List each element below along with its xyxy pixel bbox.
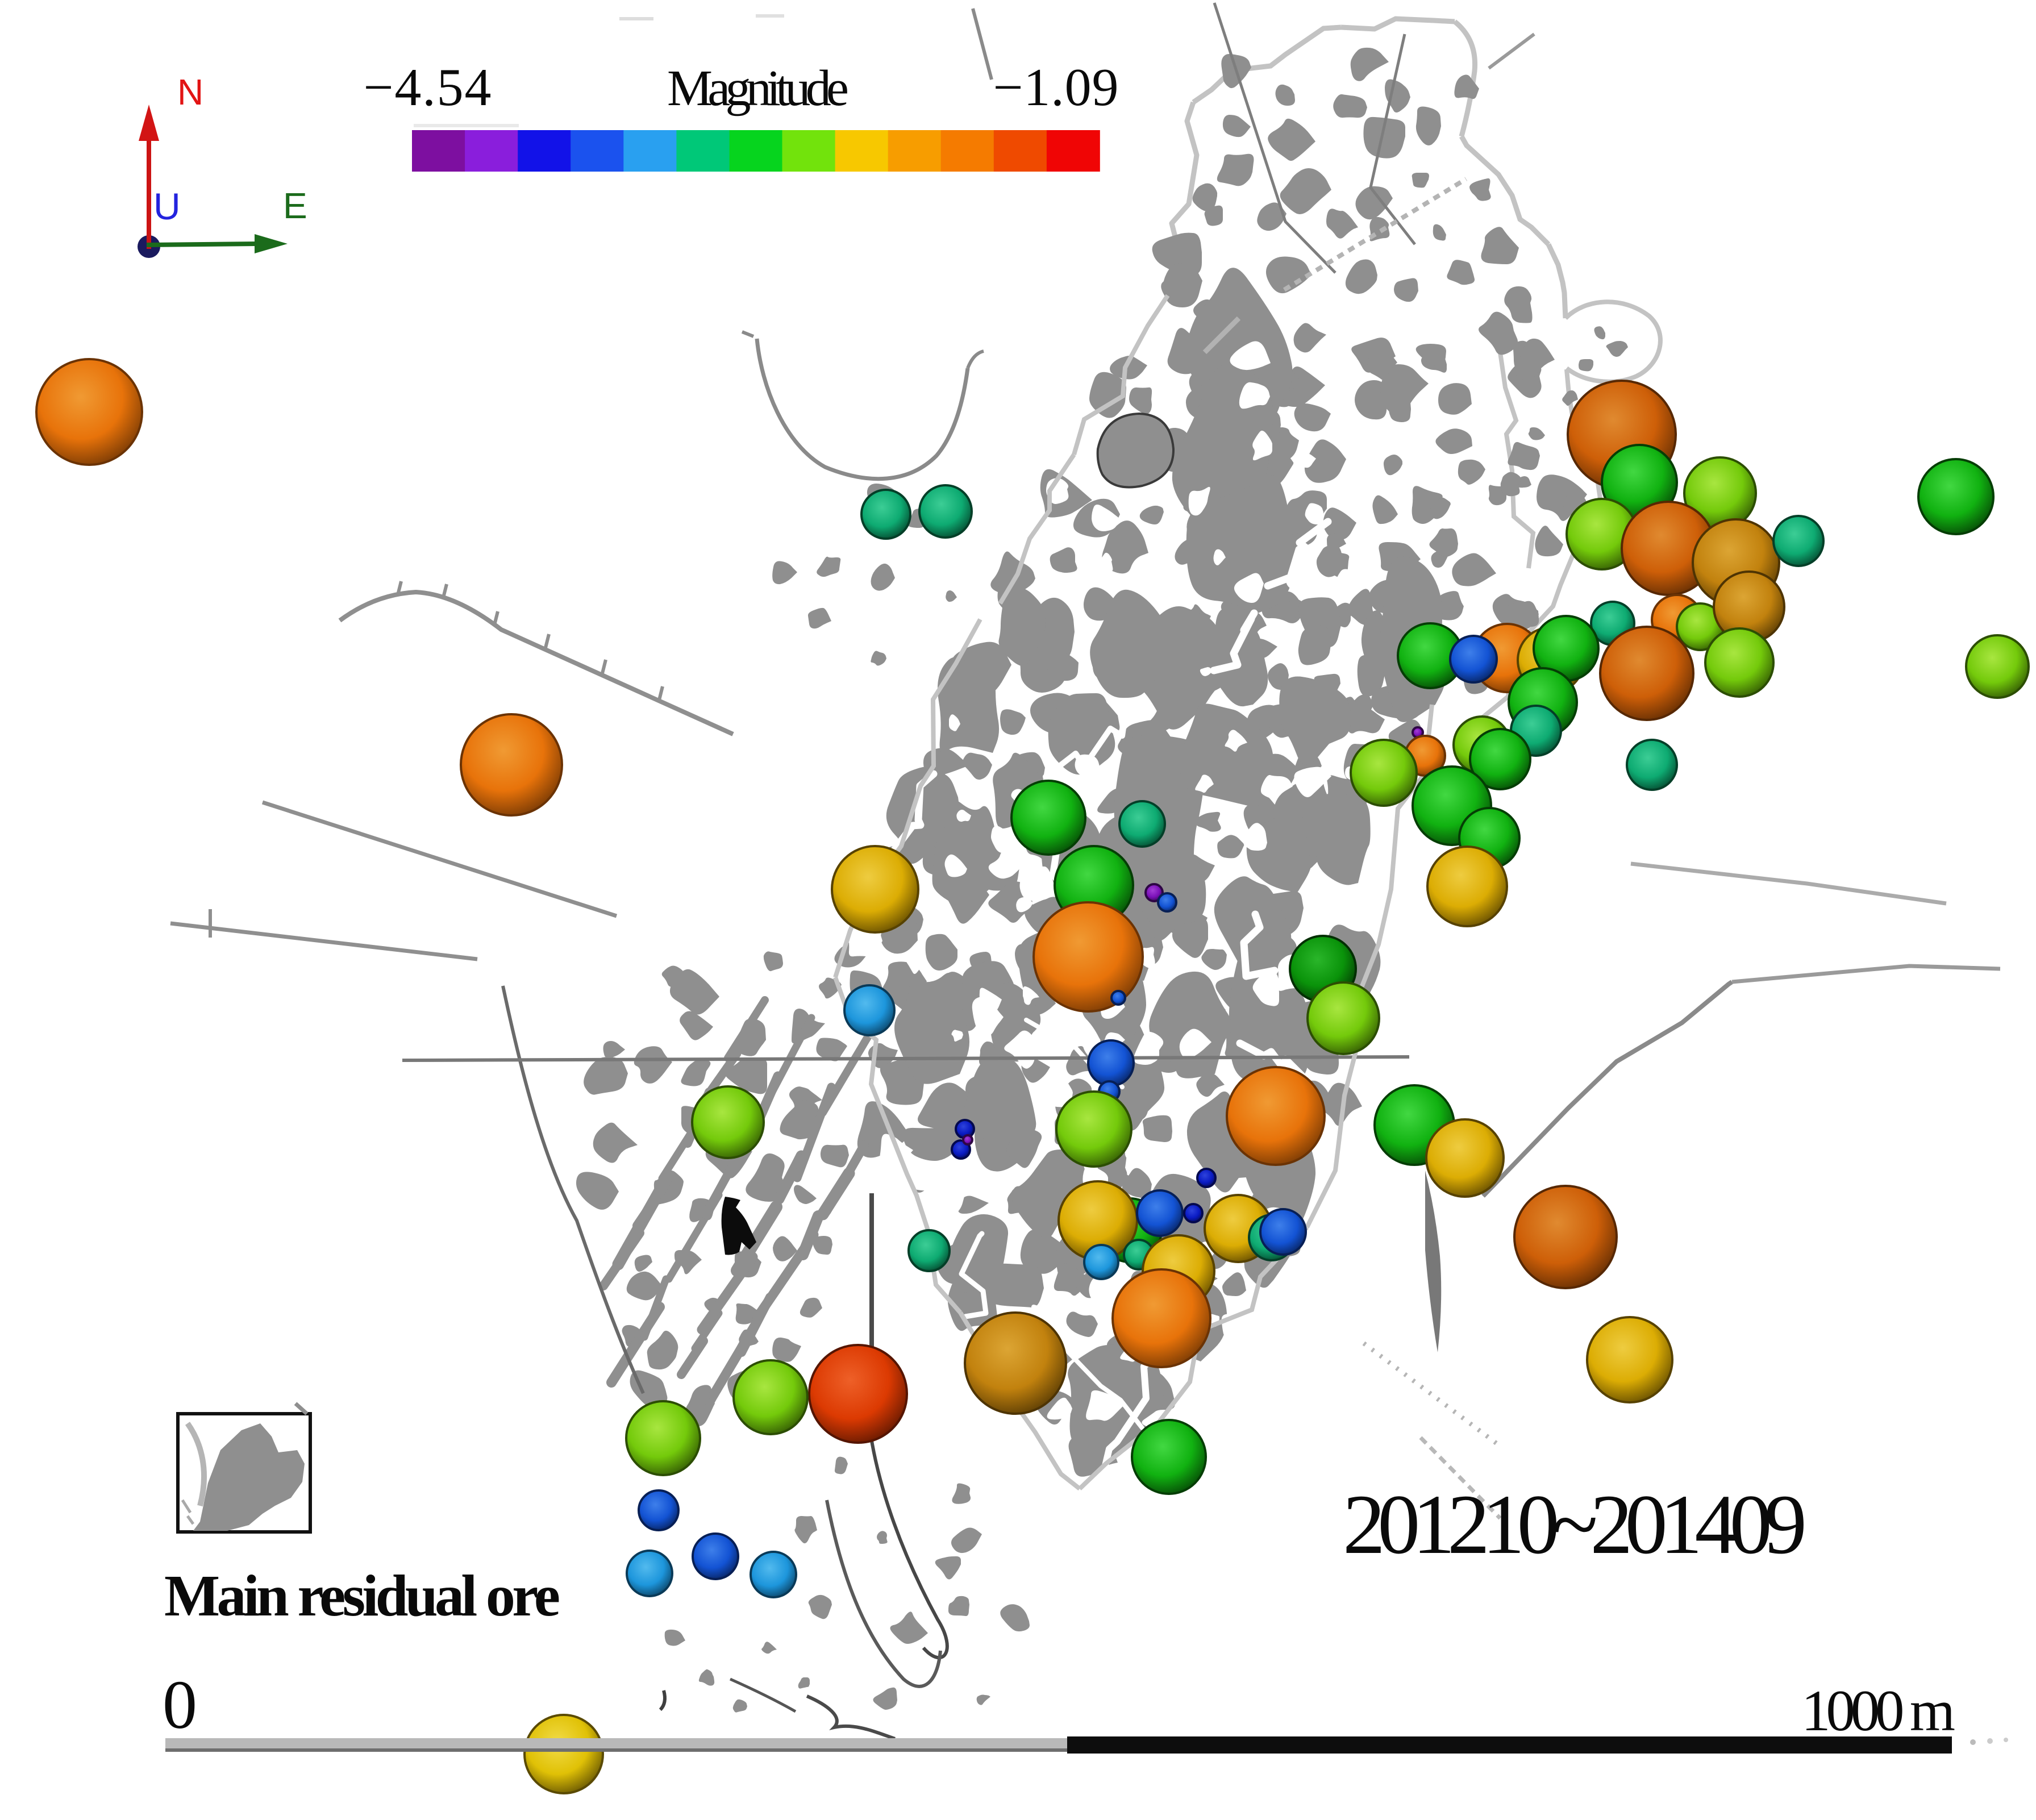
svg-text:N: N [177, 72, 203, 113]
svg-text:U: U [153, 185, 181, 227]
svg-text:−4.54: −4.54 [364, 58, 492, 117]
svg-text:0: 0 [163, 1667, 197, 1743]
svg-text:1000 m: 1000 m [1801, 1679, 1955, 1743]
svg-text:Main residual ore: Main residual ore [164, 1563, 560, 1629]
svg-text:201210~201409: 201210~201409 [1343, 1477, 1807, 1572]
svg-text:Magnitude: Magnitude [667, 60, 849, 116]
svg-text:−1.09: −1.09 [993, 58, 1119, 117]
svg-text:E: E [283, 185, 307, 226]
